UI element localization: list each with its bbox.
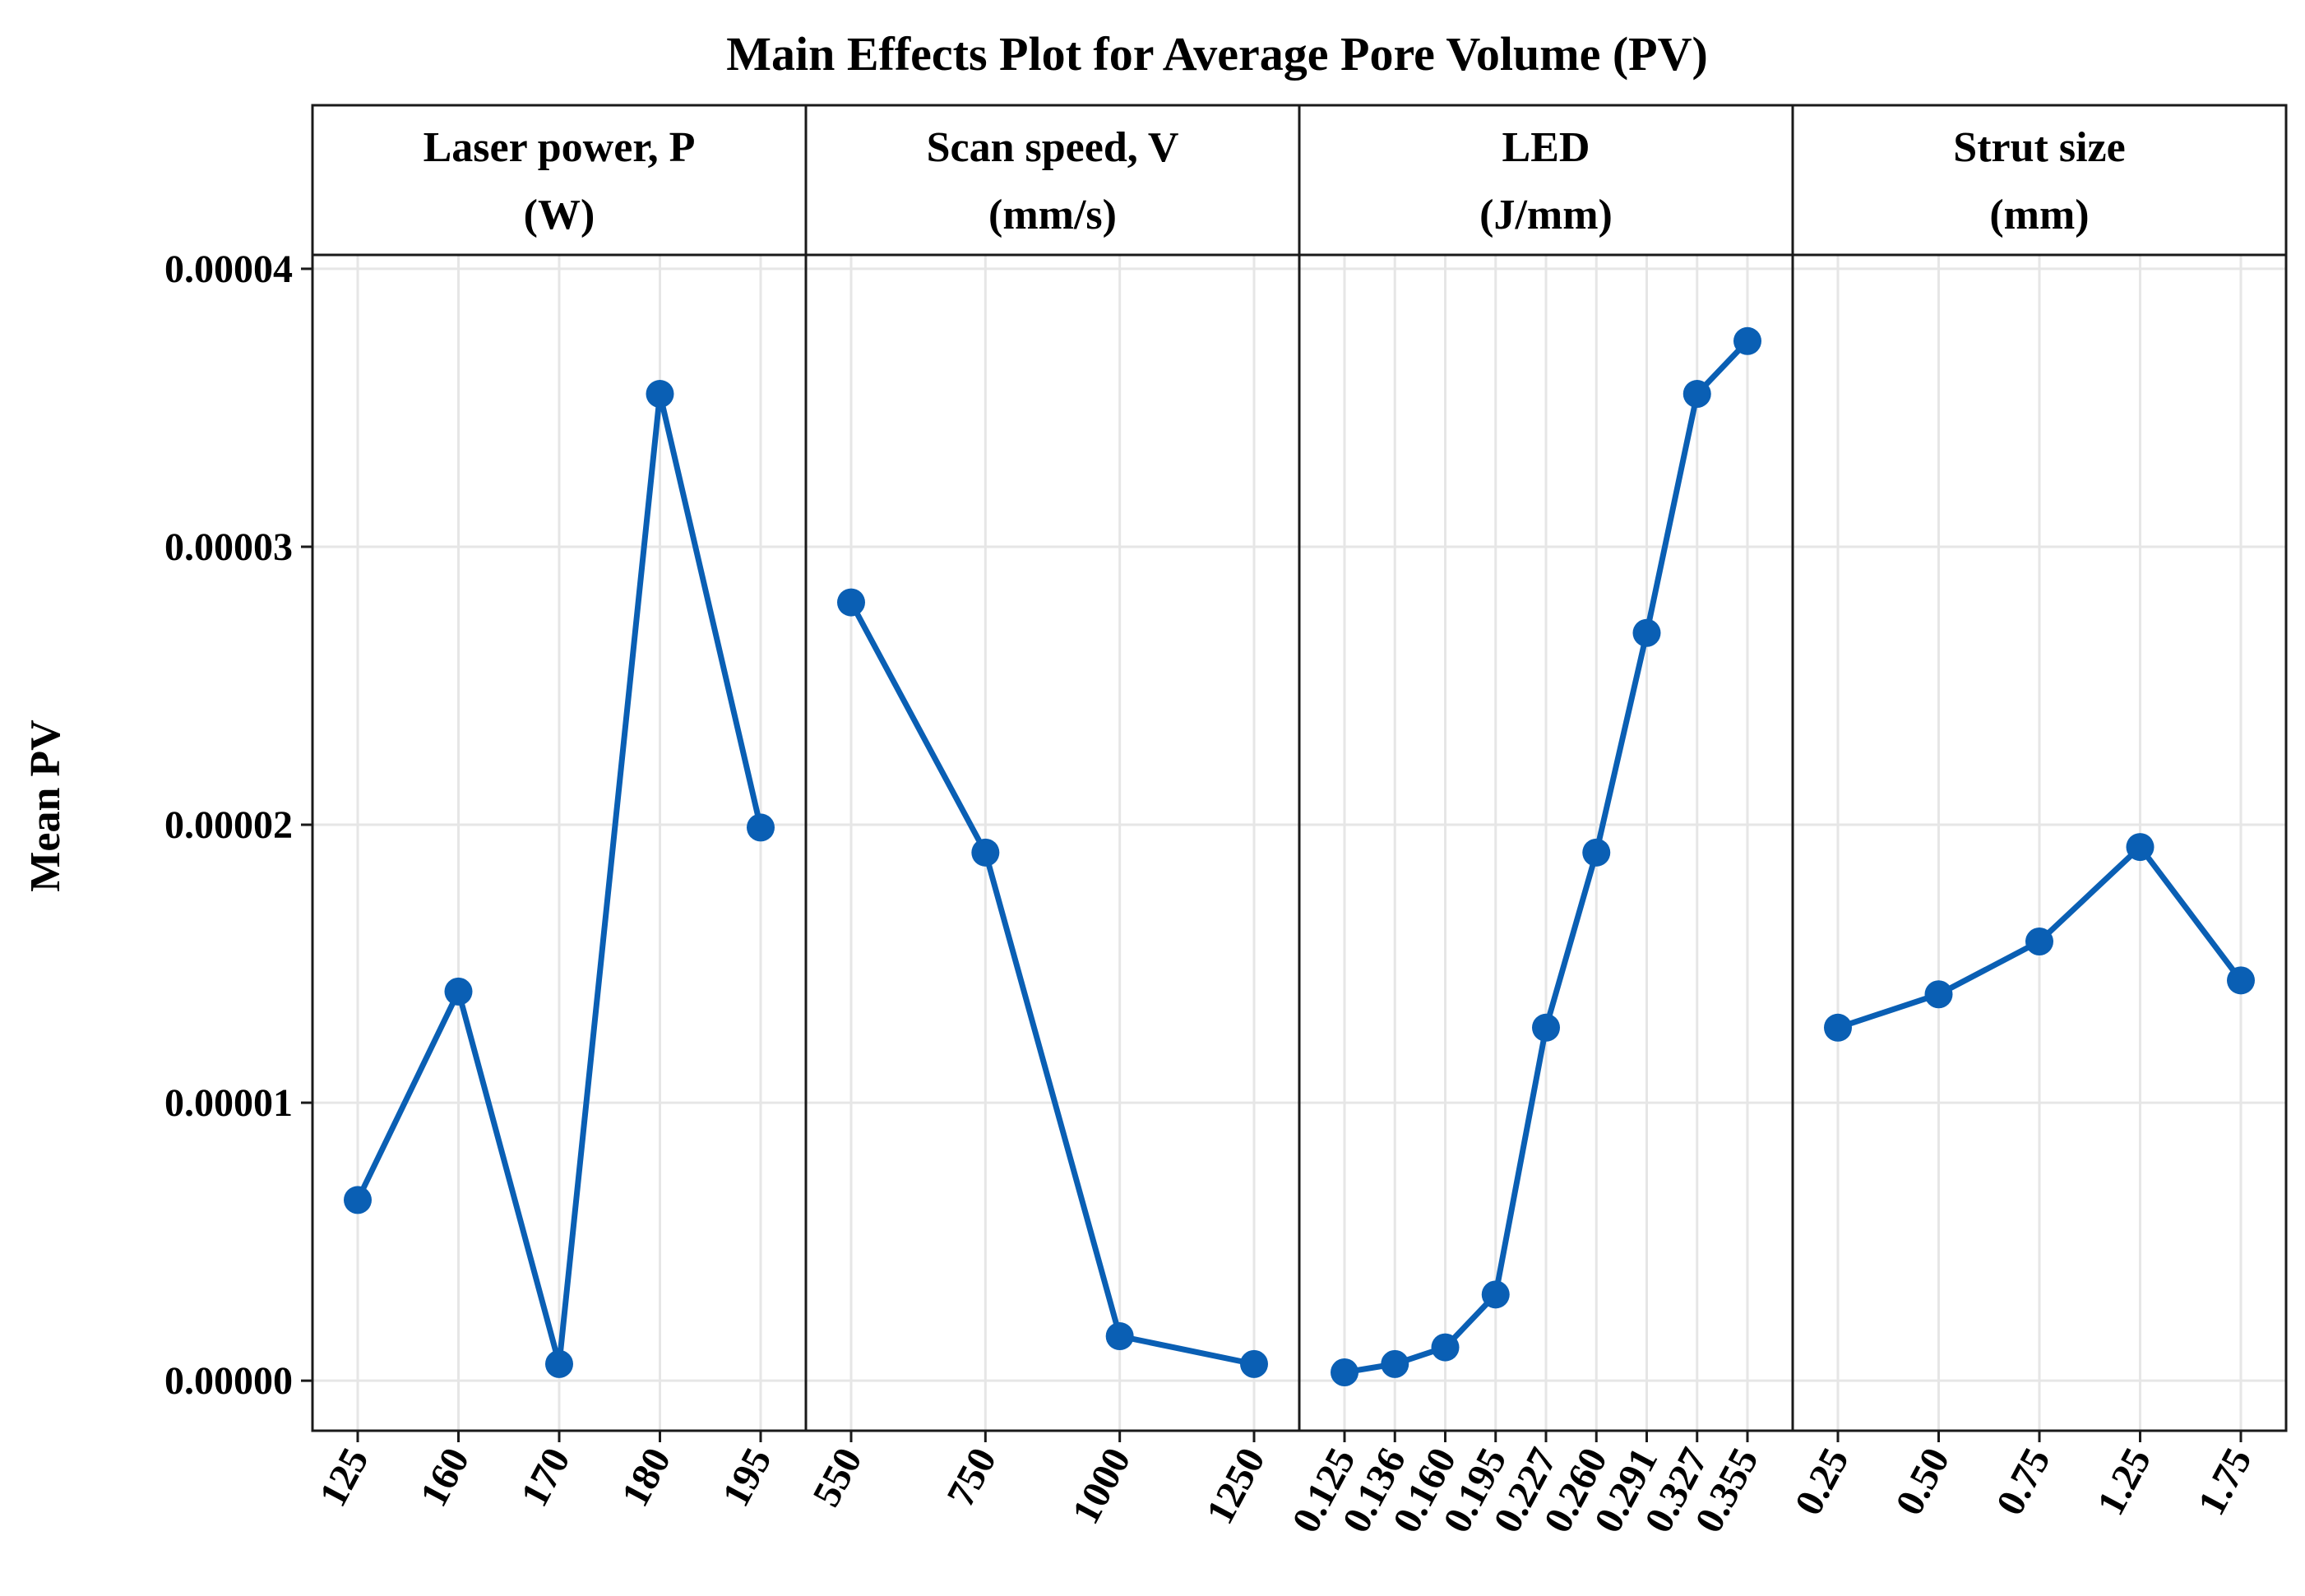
x-tick-label: 195 [714,1441,780,1513]
x-tick-label: 160 [412,1441,479,1513]
data-point [1532,1013,1560,1042]
grid-layer [312,255,2286,1431]
x-tick-label: 1.75 [2189,1441,2260,1522]
data-point [1240,1349,1268,1378]
strip-layer: Laser power, P (W) Scan speed, V (mm/s) LED (… [311,104,2288,257]
panel-border [804,253,1301,1432]
facet-strip-label: Scan speed, V [927,124,1179,171]
data-point [1824,1013,1852,1042]
x-tick-label: 0.75 [1988,1441,2058,1522]
facet-strip-label: Strut size [1953,124,2125,171]
data-point [344,1186,372,1214]
facet-strip [1298,104,1794,257]
data-point [1105,1322,1134,1351]
data-point [1331,1358,1358,1387]
y-tick-label: 0.00002 [164,803,293,847]
facet-strip-label: LED [1502,124,1590,171]
x-tick-label: 0.50 [1887,1441,1958,1522]
data-point [545,1349,573,1378]
data-point [1381,1349,1409,1378]
axis-layer: 125 160 170 180 195 550 750 1000 1250 0.1250.1360… [164,247,2288,1540]
chart-title: Main Effects Plot for Average Pore Volum… [726,27,1708,81]
x-tick-label: 1250 [1198,1441,1274,1531]
data-point [2025,928,2053,956]
data-point [2227,966,2255,995]
x-tick-label: 1000 [1064,1441,1140,1531]
y-tick-label: 0.00000 [164,1359,293,1403]
facet-strip-unit: (mm) [1989,192,2089,238]
facet-strip-unit: (mm/s) [988,192,1117,238]
data-point [646,380,674,409]
x-tick-label: 125 [311,1441,377,1513]
facet-strip [804,104,1301,257]
data-point [747,813,775,842]
series-layer [344,326,2255,1387]
x-tick-label: 550 [804,1441,871,1513]
data-point [1582,838,1611,867]
data-point [1924,980,1953,1009]
facet-strip-unit: (J/mm) [1479,192,1613,238]
data-point [1682,380,1711,409]
data-point [837,588,865,617]
facet-strip-label: Laser power, P [424,124,696,171]
data-point [1431,1333,1460,1362]
data-point [971,838,1000,867]
x-tick-label: 170 [512,1441,579,1513]
x-tick-label: 750 [938,1441,1005,1513]
x-tick-label: 1.25 [2089,1441,2159,1522]
x-tick-label: 180 [613,1441,680,1513]
facet-strip [311,104,808,257]
series-line [848,600,1255,1367]
data-point [1733,326,1761,355]
data-point [1481,1280,1510,1309]
x-tick-label: 0.25 [1786,1441,1857,1522]
facet-strip-unit: (W) [524,192,595,238]
y-tick-label: 0.00003 [164,525,293,569]
data-point [444,977,473,1006]
y-tick-label: 0.00001 [164,1081,293,1125]
data-point [1632,618,1661,647]
data-point [2126,833,2155,862]
y-axis-label: Mean PV [22,719,69,891]
y-tick-label: 0.00004 [164,247,293,291]
